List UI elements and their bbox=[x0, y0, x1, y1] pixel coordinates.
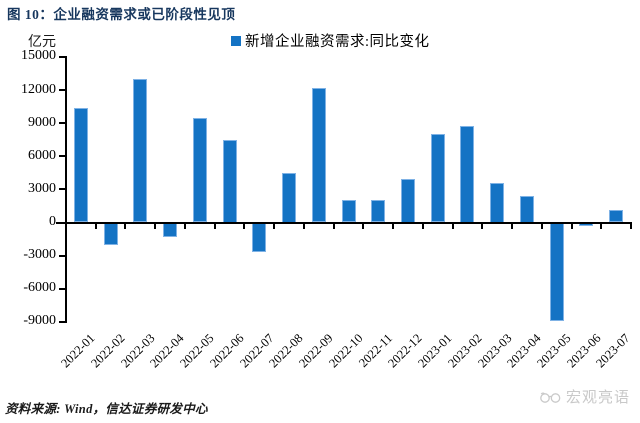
x-axis-tick bbox=[273, 222, 276, 229]
watermark: 宏观亮语 bbox=[540, 386, 630, 407]
source-note: 资料来源: Wind，信达证券研发中心 bbox=[5, 402, 208, 416]
y-axis-tick-label: -6000 bbox=[23, 280, 56, 296]
bar-2022-08 bbox=[282, 172, 297, 223]
chart-title: 图 10：企业融资需求或已阶段性见顶 bbox=[7, 7, 236, 22]
bar-2022-03 bbox=[133, 78, 148, 223]
bar-2022-04 bbox=[163, 222, 178, 237]
x-axis-tick bbox=[183, 222, 186, 229]
y-axis-tick bbox=[59, 122, 66, 125]
x-axis-tick bbox=[630, 222, 632, 229]
x-axis-tick bbox=[451, 222, 454, 229]
y-axis-tick-label: 6000 bbox=[28, 147, 56, 163]
y-axis-tick-label: 0 bbox=[49, 214, 56, 229]
bar-2022-07 bbox=[252, 222, 267, 253]
y-axis-tick-label: 9000 bbox=[28, 114, 56, 130]
y-axis-line bbox=[65, 56, 67, 323]
watermark-label: 宏观亮语 bbox=[565, 390, 630, 406]
x-axis-tick bbox=[540, 222, 543, 229]
bar-2023-03 bbox=[490, 182, 505, 223]
x-axis-tick bbox=[213, 222, 216, 229]
x-axis-tick bbox=[511, 222, 514, 229]
x-axis-tick bbox=[481, 222, 484, 229]
x-axis-tick bbox=[332, 222, 335, 229]
x-axis-tick bbox=[600, 222, 603, 229]
x-axis-tick bbox=[243, 222, 246, 229]
x-axis-zero-line bbox=[57, 221, 631, 224]
y-axis-tick bbox=[59, 254, 66, 257]
x-axis-tick bbox=[94, 222, 97, 229]
x-axis-tick bbox=[362, 222, 365, 229]
watermark-glasses-icon bbox=[540, 392, 561, 403]
bar-2023-04 bbox=[519, 196, 534, 223]
bar-2022-01 bbox=[73, 107, 88, 223]
bar-2022-02 bbox=[103, 222, 118, 245]
y-axis-tick bbox=[59, 188, 66, 191]
bar-2022-10 bbox=[341, 200, 356, 223]
bar-2022-09 bbox=[311, 87, 326, 223]
bar-2022-06 bbox=[222, 139, 237, 223]
legend-square-icon bbox=[231, 35, 241, 46]
y-axis-tick-label: 3000 bbox=[28, 180, 56, 196]
x-axis-tick bbox=[302, 222, 305, 229]
y-axis-tick-label: -9000 bbox=[23, 313, 56, 329]
y-axis-unit-label: 亿元 bbox=[28, 35, 56, 50]
legend-label: 新增企业融资需求:同比变化 bbox=[245, 34, 430, 50]
x-axis-tick bbox=[124, 222, 127, 229]
bar-2023-01 bbox=[430, 134, 445, 223]
y-axis-tick-label: -3000 bbox=[23, 247, 56, 263]
x-axis-tick bbox=[392, 222, 395, 229]
x-axis-tick bbox=[65, 222, 67, 229]
bar-2022-11 bbox=[371, 200, 386, 223]
legend: 新增企业融资需求:同比变化 bbox=[231, 30, 430, 51]
x-axis-tick bbox=[154, 222, 157, 229]
y-axis-tick bbox=[59, 320, 66, 323]
y-axis-tick bbox=[59, 155, 66, 158]
y-axis-tick bbox=[59, 55, 66, 58]
bar-2022-05 bbox=[192, 117, 207, 223]
y-axis-tick bbox=[59, 287, 66, 290]
y-axis-tick bbox=[59, 89, 66, 91]
bar-2022-12 bbox=[400, 179, 415, 223]
y-axis-tick-label: 12000 bbox=[21, 81, 56, 97]
bar-2023-05 bbox=[549, 222, 564, 321]
x-axis-tick bbox=[421, 222, 424, 229]
x-axis-tick bbox=[570, 222, 573, 229]
bar-2023-02 bbox=[460, 126, 475, 223]
y-axis-tick-label: 15000 bbox=[21, 48, 56, 64]
